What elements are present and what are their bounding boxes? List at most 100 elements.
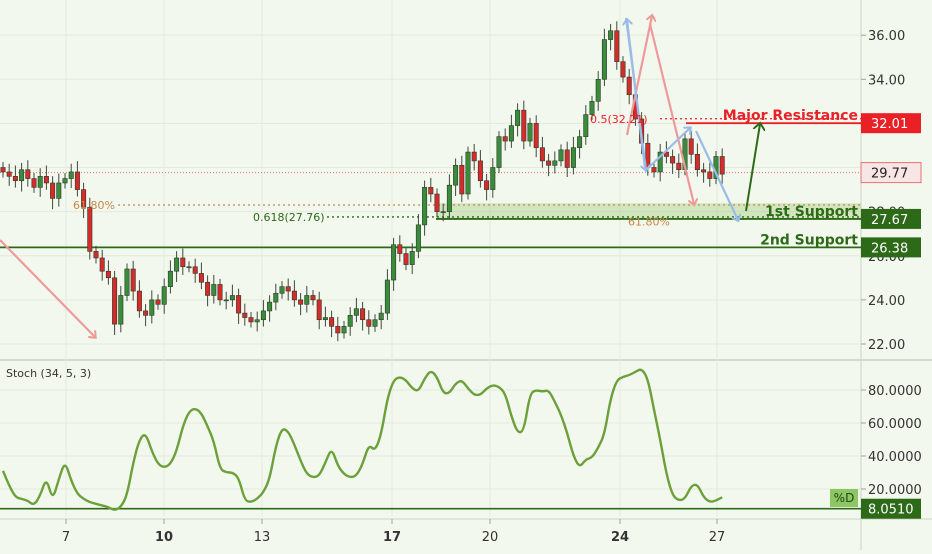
candle[interactable]	[291, 280, 297, 307]
candle[interactable]	[25, 160, 31, 187]
candle[interactable]	[143, 304, 149, 327]
candle[interactable]	[583, 105, 589, 145]
arrow-blue[interactable]	[627, 20, 647, 169]
candle[interactable]	[118, 285, 124, 333]
candle[interactable]	[62, 173, 68, 189]
candle[interactable]	[12, 165, 18, 188]
candle[interactable]	[198, 262, 204, 290]
candle[interactable]	[515, 103, 521, 137]
candle[interactable]	[465, 146, 471, 200]
candle[interactable]	[701, 162, 707, 183]
candle[interactable]	[415, 214, 421, 259]
candle[interactable]	[508, 114, 514, 148]
candle[interactable]	[267, 295, 273, 322]
candle[interactable]	[595, 71, 601, 111]
candle[interactable]	[663, 141, 669, 164]
candle[interactable]	[161, 278, 167, 314]
candle[interactable]	[0, 162, 6, 178]
candle[interactable]	[285, 278, 291, 301]
candle[interactable]	[502, 128, 508, 151]
candle[interactable]	[539, 136, 545, 168]
candle[interactable]	[366, 310, 372, 335]
candle[interactable]	[446, 174, 452, 219]
support-zone[interactable]	[436, 203, 861, 219]
candle[interactable]	[304, 285, 310, 313]
candle[interactable]	[316, 291, 322, 330]
candle[interactable]	[707, 162, 713, 187]
candle[interactable]	[601, 28, 607, 87]
candle[interactable]	[564, 141, 570, 178]
candle[interactable]	[440, 203, 446, 222]
candle[interactable]	[136, 280, 142, 318]
candle[interactable]	[192, 258, 198, 283]
candle[interactable]	[236, 288, 242, 324]
candle[interactable]	[329, 310, 335, 338]
candle[interactable]	[558, 144, 564, 167]
candle[interactable]	[99, 249, 105, 281]
candle[interactable]	[378, 304, 384, 330]
arrow-red[interactable]	[648, 23, 694, 204]
candle[interactable]	[546, 154, 552, 177]
candle[interactable]	[471, 143, 477, 171]
candle[interactable]	[484, 173, 490, 201]
candle[interactable]	[149, 290, 155, 324]
candle[interactable]	[626, 68, 632, 105]
candle[interactable]	[211, 274, 217, 304]
candle[interactable]	[43, 165, 49, 190]
candle[interactable]	[298, 293, 304, 316]
candle[interactable]	[434, 188, 440, 218]
candle[interactable]	[124, 263, 130, 301]
candle[interactable]	[248, 312, 254, 328]
candle[interactable]	[372, 314, 378, 332]
candle[interactable]	[353, 297, 359, 323]
arrow-red[interactable]	[0, 239, 95, 337]
candle[interactable]	[130, 260, 136, 301]
candle[interactable]	[87, 197, 93, 260]
candle[interactable]	[167, 260, 173, 294]
candle[interactable]	[180, 248, 186, 275]
candle[interactable]	[570, 136, 576, 175]
candle[interactable]	[81, 182, 87, 219]
candle[interactable]	[260, 300, 266, 327]
candle[interactable]	[496, 131, 502, 174]
candle[interactable]	[93, 245, 99, 264]
candle[interactable]	[490, 158, 496, 198]
candle[interactable]	[254, 311, 260, 332]
candle[interactable]	[397, 235, 403, 262]
candle[interactable]	[620, 56, 626, 83]
candle[interactable]	[453, 158, 459, 196]
candle[interactable]	[657, 143, 663, 182]
candle[interactable]	[589, 95, 595, 121]
candle[interactable]	[428, 177, 434, 203]
candle[interactable]	[174, 251, 180, 283]
candle[interactable]	[217, 278, 223, 306]
candle[interactable]	[273, 283, 279, 311]
candle[interactable]	[694, 143, 700, 177]
candle[interactable]	[6, 163, 12, 186]
candle[interactable]	[533, 115, 539, 158]
candle[interactable]	[223, 291, 229, 310]
candle[interactable]	[105, 260, 111, 285]
candle[interactable]	[608, 23, 614, 51]
candle[interactable]	[521, 100, 527, 150]
candle[interactable]	[422, 180, 428, 236]
candle[interactable]	[719, 148, 725, 184]
candle[interactable]	[229, 284, 235, 307]
arrow-blue[interactable]	[645, 128, 690, 171]
candle[interactable]	[614, 21, 620, 70]
candle[interactable]	[403, 248, 409, 271]
arrow-blue[interactable]	[695, 130, 738, 220]
candle[interactable]	[322, 306, 328, 327]
candle[interactable]	[56, 173, 62, 207]
candle[interactable]	[360, 301, 366, 331]
candle[interactable]	[335, 316, 341, 342]
candle[interactable]	[74, 161, 80, 197]
candle[interactable]	[186, 261, 192, 273]
candle[interactable]	[670, 149, 676, 174]
arrow-green[interactable]	[745, 124, 760, 212]
candle[interactable]	[676, 153, 682, 178]
candle[interactable]	[205, 275, 211, 307]
candle[interactable]	[31, 173, 37, 193]
candle[interactable]	[347, 307, 353, 336]
